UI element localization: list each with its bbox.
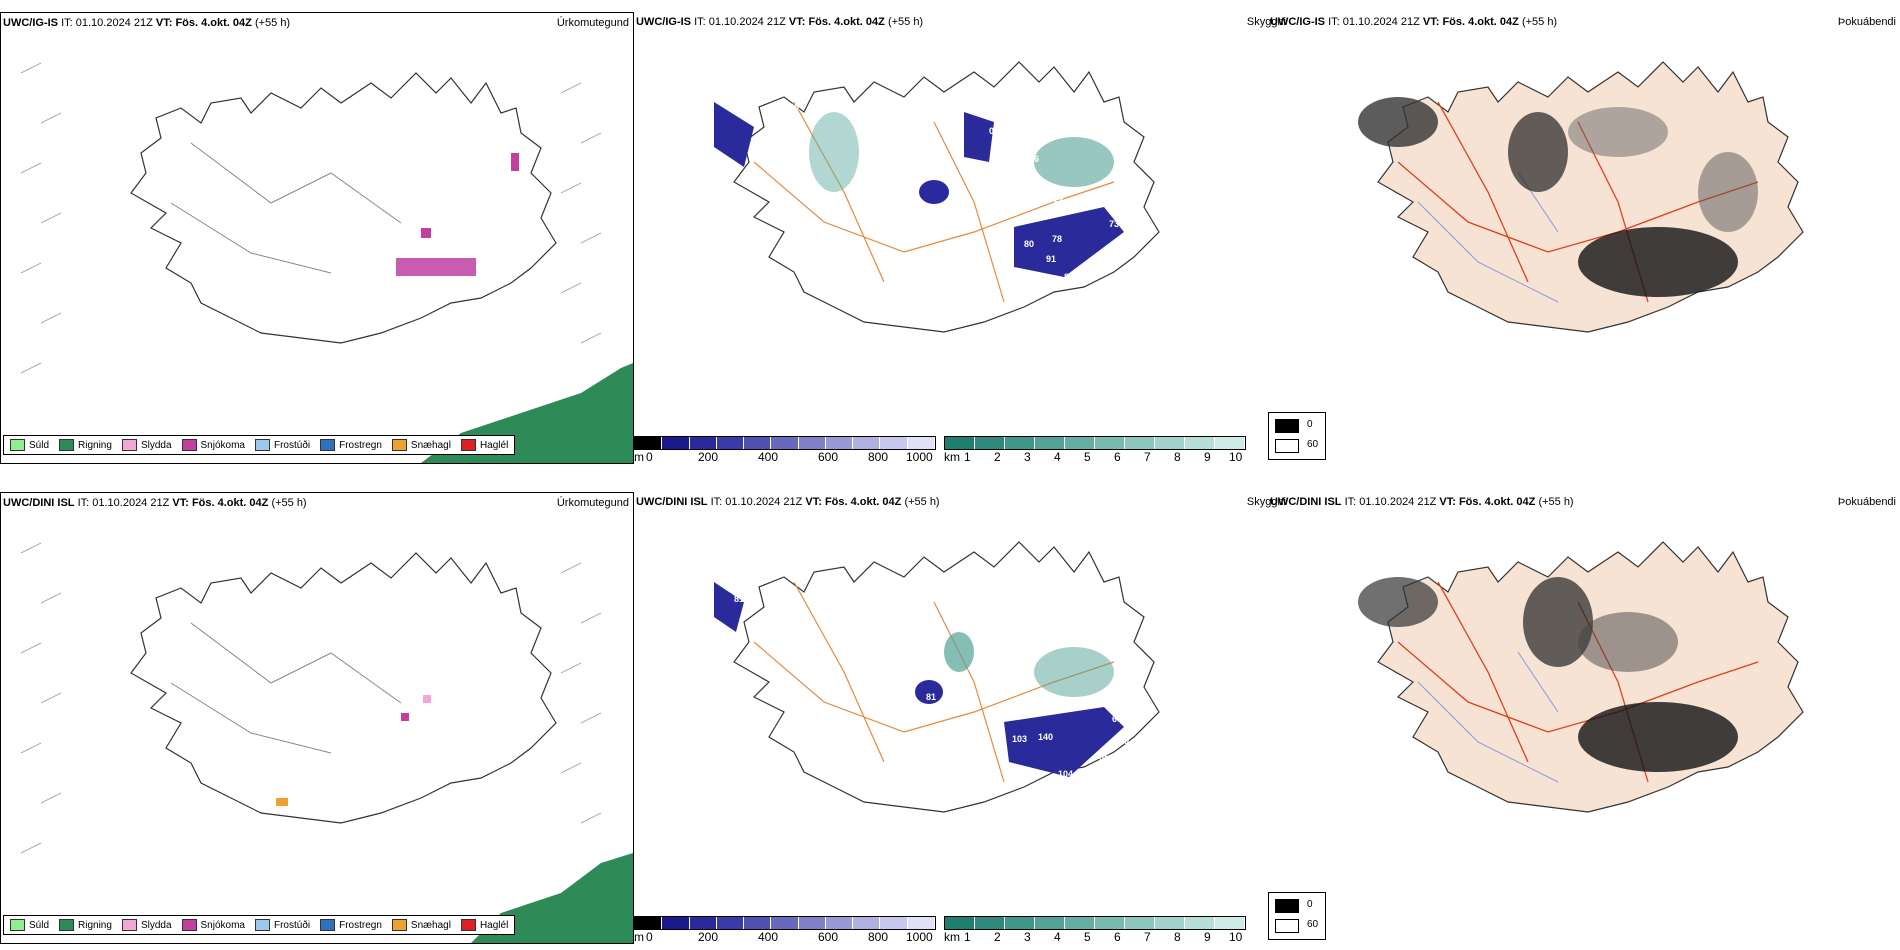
cloud-map-1 [1358,61,1804,333]
panel-header: UWC/IG-IS IT: 01.10.2024 21Z VT: Fös. 4.… [3,17,291,29]
cloud-panel-1: UWC/IG-IS IT: 01.10.2024 21Z VT: Fös. 4.… [1268,12,1900,464]
precip-legend: Súld Rigning Slydda Snjókoma Frostúði Fr… [3,915,516,935]
svg-text:83: 83 [1099,256,1109,266]
panel-title: Úrkomutegund [556,497,629,509]
panel-header: UWC/DINI ISL IT: 01.10.2024 21Z VT: Fös.… [1270,496,1574,508]
legend-item: Snæhagl [391,919,451,931]
svg-text:04: 04 [989,126,999,136]
legend-item: Rigning [59,919,112,931]
legend-item: Slydda [121,439,172,451]
svg-text:41: 41 [1034,694,1044,704]
precip-panel-1: UWC/IG-IS IT: 01.10.2024 21Z VT: Fös. 4.… [0,12,634,464]
panel-header: UWC/DINI ISL IT: 01.10.2024 21Z VT: Fös.… [636,496,940,508]
svg-text:22: 22 [1054,194,1064,204]
panel-header: UWC/IG-IS IT: 01.10.2024 21Z VT: Fös. 4.… [636,16,924,28]
svg-text:78: 78 [1052,234,1062,244]
legend-item: Rigning [59,439,112,451]
snow-colorbar [634,916,936,930]
snow-ticks: m 0 200 400 600 800 1000 [634,450,933,464]
panel-title: Skyggni [1246,16,1286,28]
snow-colorbar [634,436,936,450]
cloud-panel-2: UWC/DINI ISL IT: 01.10.2024 21Z VT: Fös.… [1268,492,1900,944]
svg-text:89: 89 [1064,272,1074,282]
legend-item: Slydda [121,919,172,931]
svg-text:95: 95 [1099,752,1109,762]
svg-text:103: 103 [1012,734,1027,744]
precip-map-1 [20,62,633,463]
legend-item: Snjókoma [181,439,245,451]
panel-title: Þokuábendi [1837,496,1896,508]
snow-ticks: m 0 200 400 600 800 1000 [634,930,933,944]
wind-barbs [20,62,602,374]
vis-colorbar [944,436,1246,450]
cloud-legend: 0 60 [1268,892,1326,940]
snow-panel-2: 81 15 81 41 103 140 69 17 79 95 104 87 U… [634,492,1286,944]
svg-text:15: 15 [992,620,1002,630]
svg-text:59: 59 [1119,239,1129,249]
svg-text:140: 140 [1038,732,1053,742]
legend-item: Haglél [460,439,508,451]
svg-text:81: 81 [734,594,744,604]
vis-colorbar [944,916,1246,930]
snow-panel-1: 65 04 92 10 16 22 86 78 80 91 89 83 73 5… [634,12,1286,464]
precip-legend: Súld Rigning Slydda Snjókoma Frostúði Fr… [3,435,516,455]
panel-title: Úrkomutegund [556,17,629,29]
svg-text:69: 69 [1112,714,1122,724]
panel-title: Skyggni [1246,496,1286,508]
snow-map-2: 81 15 81 41 103 140 69 17 79 95 104 87 [714,541,1160,813]
legend-item: Frostúði [254,919,310,931]
panel-title: Þokuábendi [1837,16,1896,28]
svg-text:92: 92 [994,162,1004,172]
svg-text:73: 73 [1109,219,1119,229]
vis-ticks: km 1 2 3 4 5 6 7 8 9 10 [944,450,1243,464]
svg-text:104: 104 [1058,769,1073,779]
svg-text:17: 17 [1134,712,1144,722]
svg-text:16: 16 [1029,154,1039,164]
svg-text:91: 91 [1046,254,1056,264]
legend-item: Súld [10,919,49,931]
legend-item: Frostúði [254,439,310,451]
svg-text:86: 86 [952,214,962,224]
legend-item: Snæhagl [391,439,451,451]
cloud-map-2 [1358,541,1804,813]
snow-map-1: 65 04 92 10 16 22 86 78 80 91 89 83 73 5… [714,61,1160,333]
legend-item: Haglél [460,919,508,931]
legend-item: Frostregn [320,439,382,451]
svg-text:79: 79 [1119,736,1129,746]
legend-item: Frostregn [320,919,382,931]
svg-text:87: 87 [896,716,906,726]
cloud-legend: 0 60 [1268,412,1326,460]
snow-area [396,258,476,276]
legend-item: Súld [10,439,49,451]
svg-text:80: 80 [1024,239,1034,249]
vis-ticks: km 1 2 3 4 5 6 7 8 9 10 [944,930,1243,944]
precip-panel-2: UWC/DINI ISL IT: 01.10.2024 21Z VT: Fös.… [0,492,634,944]
legend-item: Snjókoma [181,919,245,931]
precip-map-2 [20,542,633,943]
svg-text:65: 65 [789,102,799,112]
panel-header: UWC/DINI ISL IT: 01.10.2024 21Z VT: Fös.… [3,497,307,509]
svg-text:10: 10 [1002,136,1012,146]
svg-text:81: 81 [926,692,936,702]
svg-text:7: 7 [899,214,904,224]
panel-header: UWC/IG-IS IT: 01.10.2024 21Z VT: Fös. 4.… [1270,16,1558,28]
